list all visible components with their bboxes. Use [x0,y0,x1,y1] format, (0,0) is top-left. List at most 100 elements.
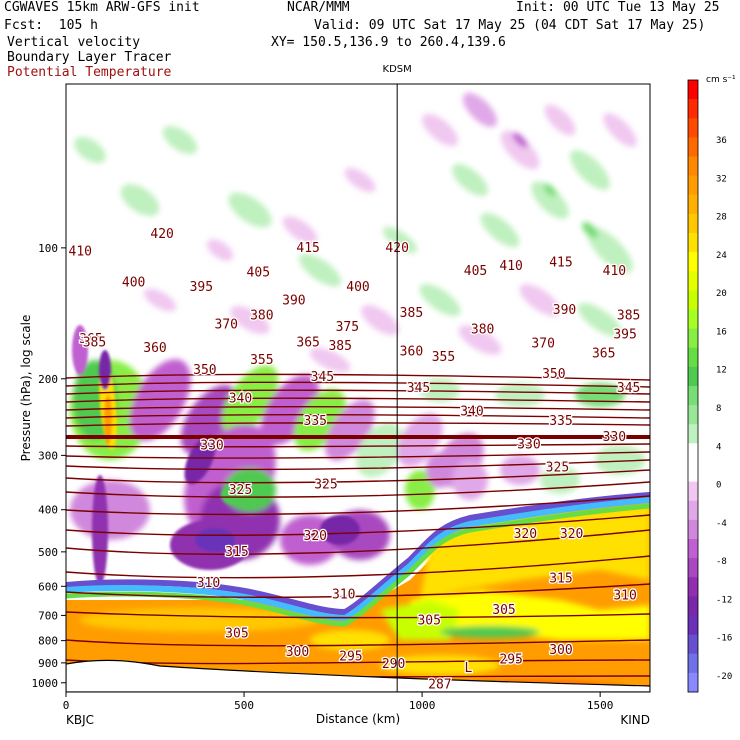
colorbar-swatch [688,118,698,138]
colorbar-label: 0 [716,481,721,491]
header-org: NCAR/MMM [287,0,350,15]
theta-label: 305 [417,614,440,629]
colorbar-swatch [688,213,698,234]
header-init: Init: 00 UTC Tue 13 May 25 [516,0,720,15]
theta-label: 345 [617,381,640,396]
colorbar-swatch [688,443,698,463]
header-field1: Vertical velocity [7,35,141,50]
theta-label: 350 [193,363,216,378]
theta-label: 330 [517,437,540,452]
x-tick-label: 1500 [587,699,614,712]
y-tick-label: 1000 [32,677,59,690]
colorbar-label: -12 [716,595,732,605]
colorbar-swatch [688,615,698,636]
colorbar-label: -16 [716,634,732,644]
y-axis: 100 200 300 400 500 600 700 800 900 1000 [32,242,66,690]
colorbar-label: 4 [716,442,721,452]
colorbar-swatch [688,271,698,291]
theta-label: 365 [296,335,319,350]
theta-label: 410 [69,245,92,260]
theta-label: 355 [250,353,273,368]
theta-label: 295 [339,649,362,664]
colorbar-swatch [688,175,698,196]
colorbar-swatch [688,634,698,655]
colorbar-label: -4 [716,519,727,529]
theta-label: 385 [617,308,640,323]
colorbar-swatch [688,405,698,425]
theta-label: 300 [286,645,309,660]
theta-label: 400 [122,275,145,290]
theta-label: 330 [200,439,223,454]
colorbar-swatch [688,347,698,368]
colorbar-swatch [688,519,698,540]
colorbar-swatch [688,366,698,387]
theta-label: 395 [613,327,636,342]
theta-label: 290 [382,657,405,672]
colorbar-swatch [688,233,698,253]
colorbar-swatch [688,653,698,674]
colorbar-label: 8 [716,404,721,414]
y-tick-label: 500 [38,546,58,559]
y-tick-label: 800 [38,635,58,648]
colorbar-label: -8 [716,557,727,567]
y-tick-label: 100 [38,242,58,255]
theta-label: 360 [143,341,166,356]
theta-label: 380 [471,322,494,337]
theta-label: 415 [549,255,572,270]
y-tick-label: 400 [38,504,58,517]
colorbar-swatch [688,558,698,578]
theta-label: 345 [311,370,334,385]
x-tick-label: 0 [63,699,70,712]
theta-label: 390 [553,303,576,318]
colorbar-label: 36 [716,136,727,146]
theta-label: 345 [407,381,430,396]
header-fcst: Fcst: 105 h [4,18,98,33]
colorbar-swatch [688,596,698,616]
colorbar-unit: cm s⁻¹ [706,75,736,85]
theta-label: 325 [314,477,337,492]
theta-label: 325 [546,461,569,476]
theta-label: 370 [215,317,238,332]
theta-label: 310 [613,589,636,604]
theta-label: 390 [282,293,305,308]
colorbar-frame [687,79,699,693]
colorbar-label: 12 [716,366,727,376]
colorbar-swatch [688,137,698,157]
colorbar-swatch [688,539,698,559]
y-tick-label: 600 [38,580,58,593]
theta-label: 365 [592,347,615,362]
x-tick-label: 1000 [409,699,436,712]
colorbar-swatch [688,462,698,483]
y-axis-label: Pressure (hPa), log scale [19,315,33,462]
theta-label: 295 [499,653,522,668]
theta-label: 405 [464,264,487,279]
header-field3: Potential Temperature [7,65,172,80]
theta-label: 350 [542,367,565,382]
colorbar-swatch [688,386,698,406]
colorbar-swatch [688,194,698,215]
theta-label: 400 [346,280,369,295]
theta-label: L [464,661,472,676]
theta-label: 405 [247,266,270,281]
theta-label: 385 [83,335,106,350]
colorbar-label: 32 [716,174,727,184]
theta-label: 380 [250,308,273,323]
theta-label: 325 [229,483,252,498]
y-tick-label: 200 [38,373,58,386]
colorbar-swatch [688,424,698,444]
theta-label: 330 [603,430,626,445]
colorbar-label: 24 [716,251,727,261]
header-xy: XY= 150.5,136.9 to 260.4,139.6 [271,35,506,50]
theta-label: 335 [304,414,327,429]
colorbar: 36 32 28 24 20 16 12 8 4 0 -4 -8 -12 -16 -20 [687,79,732,693]
theta-label: 320 [560,527,583,542]
theta-label: 310 [332,588,355,603]
bl-top-edge-green [66,503,650,627]
header-model: CGWAVES 15km ARW-GFS init [4,0,200,15]
theta-label: 305 [492,603,515,618]
theta-label: 315 [225,545,248,560]
colorbar-swatch [688,328,698,349]
colorbar-swatch [688,80,698,100]
